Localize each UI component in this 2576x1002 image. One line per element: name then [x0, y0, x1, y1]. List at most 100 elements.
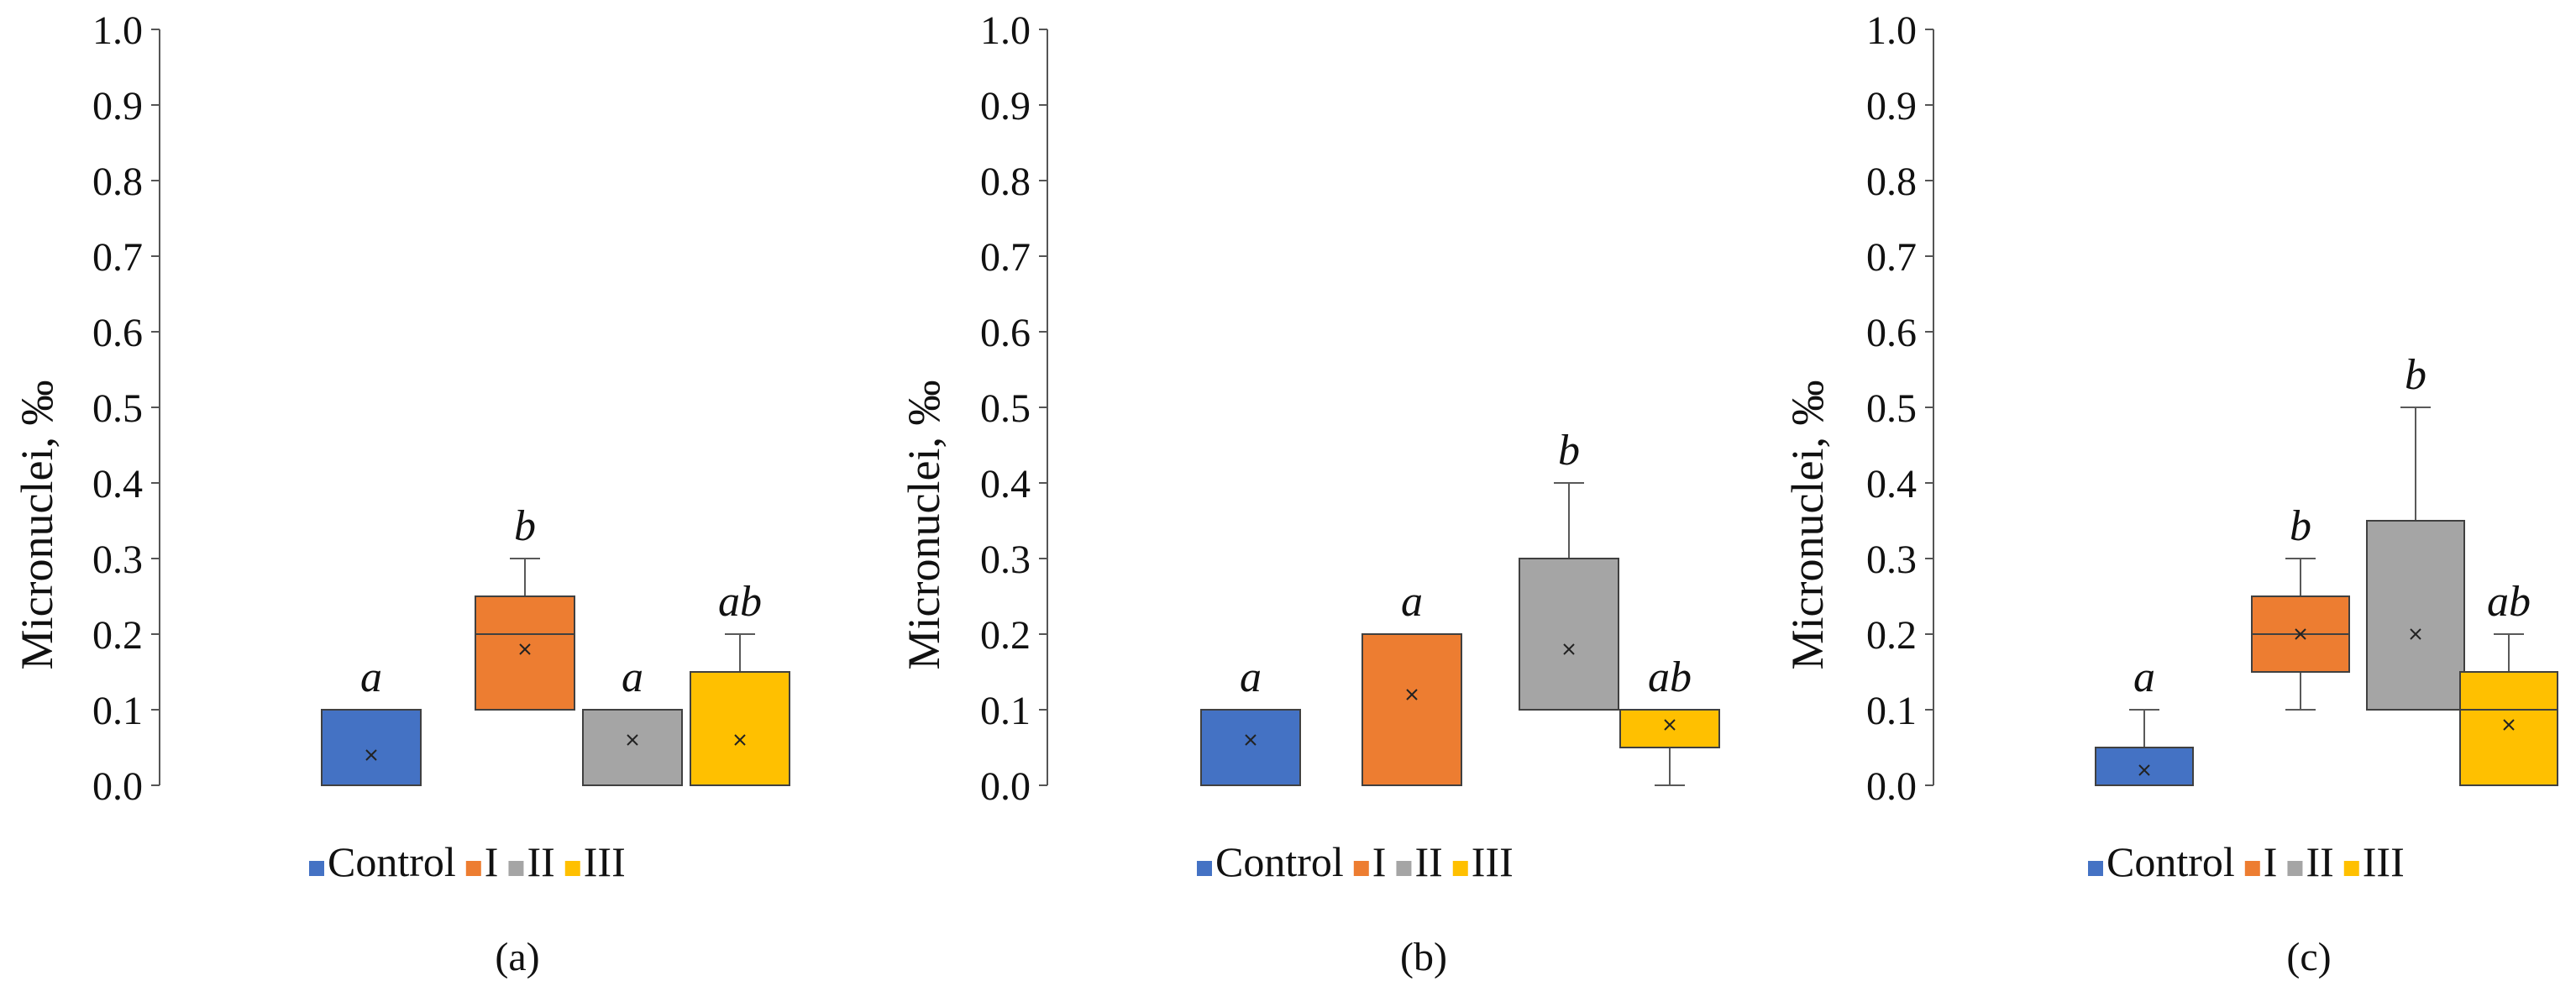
y-tick-label: 0.1: [92, 689, 143, 733]
significance-letter: b: [2290, 502, 2311, 550]
iqr-box: [321, 709, 422, 786]
significance-letter: b: [2405, 351, 2426, 399]
y-tick-label: 1.0: [1866, 8, 1917, 53]
chart-panel-2: 0.0 0.1 0.2 0.3 0.4 0.5 0.6 0.7 0.8 0.9 1.0 Micronu…: [899, 8, 1720, 979]
mean-marker: [2295, 628, 2306, 640]
box-control: a: [1200, 653, 1301, 786]
y-tick-label: 0.9: [980, 84, 1031, 129]
legend-label: Control: [328, 838, 456, 885]
chart-panel-3: 0.0 0.1 0.2 0.3 0.4 0.5 0.6 0.7 0.8 0.9 1.0 Micronu…: [1782, 8, 2558, 979]
box-ii: b: [1519, 427, 1619, 711]
legend: Control I II III: [309, 838, 626, 885]
mean-marker: [1563, 643, 1575, 655]
box-iii: ab: [1619, 653, 1720, 786]
box-control: a: [321, 653, 422, 786]
y-tick-label: 0.8: [1866, 160, 1917, 204]
panel-label: (a): [495, 935, 539, 979]
y-axis-title: Micronuclei, ‰: [899, 380, 949, 670]
y-tick-label: 0.6: [980, 311, 1031, 355]
legend-swatch: [465, 861, 481, 876]
significance-letter: a: [1401, 578, 1423, 626]
y-tick-label: 0.8: [980, 160, 1031, 204]
box-iii: ab: [690, 578, 790, 786]
y-tick-label: 1.0: [92, 8, 143, 53]
y-tick-label: 0.1: [980, 689, 1031, 733]
legend-label: III: [2363, 838, 2405, 885]
iqr-box: [690, 671, 790, 786]
mean-marker: [627, 734, 638, 746]
significance-letter: b: [514, 502, 536, 550]
legend-label: II: [2306, 838, 2333, 885]
y-tick-label: 0.4: [980, 462, 1031, 506]
significance-letter: b: [1558, 427, 1580, 475]
iqr-box: [2366, 520, 2465, 711]
y-tick-label: 0.4: [92, 462, 143, 506]
legend-label: II: [527, 838, 554, 885]
y-tick-label: 0.2: [980, 613, 1031, 658]
legend-swatch: [2343, 861, 2359, 876]
mean-marker: [365, 749, 377, 761]
box-i: a: [1361, 578, 1462, 786]
iqr-box: [1519, 558, 1619, 711]
box-iii: ab: [2459, 578, 2558, 786]
legend-swatch: [2244, 861, 2260, 876]
y-tick-label: 0.1: [1866, 689, 1917, 733]
mean-marker: [1406, 689, 1418, 700]
significance-letter: ab: [718, 578, 762, 626]
y-tick-label: 0.5: [92, 386, 143, 431]
y-tick-label: 0.4: [1866, 462, 1917, 506]
y-tick-label: 0.0: [1866, 764, 1917, 809]
legend: Control I II III: [2088, 838, 2405, 885]
legend-swatch: [1197, 861, 1212, 876]
y-tick-label: 0.3: [92, 538, 143, 582]
mean-marker: [734, 734, 746, 746]
y-tick-label: 0.3: [980, 538, 1031, 582]
legend: Control I II III: [1197, 838, 1514, 885]
significance-letter: ab: [1648, 653, 1692, 701]
y-tick-label: 0.9: [1866, 84, 1917, 129]
iqr-box: [1619, 709, 1720, 748]
legend-label: III: [584, 838, 626, 885]
y-tick-label: 0.5: [980, 386, 1031, 431]
y-tick-label: 0.0: [92, 764, 143, 809]
iqr-box: [1200, 709, 1301, 786]
y-tick-label: 0.0: [980, 764, 1031, 809]
legend-label: III: [1472, 838, 1514, 885]
legend-label: I: [485, 838, 499, 885]
y-tick-label: 0.3: [1866, 538, 1917, 582]
significance-letter: a: [1240, 653, 1262, 701]
legend-label: I: [2264, 838, 2278, 885]
legend-swatch: [564, 861, 580, 876]
legend-swatch: [309, 861, 324, 876]
legend-swatch: [508, 861, 524, 876]
box-ii: a: [582, 653, 683, 786]
iqr-box: [2095, 747, 2194, 786]
legend-label: Control: [2106, 838, 2235, 885]
chart-panel-1: 0.0 0.1 0.2 0.3 0.4 0.5 0.6 0.7 0.8 0.9 1.0 Micronu…: [12, 8, 790, 979]
box-i: b: [2251, 502, 2350, 711]
mean-marker: [519, 643, 531, 655]
y-axis-title: Micronuclei, ‰: [1782, 380, 1833, 670]
iqr-box: [2459, 671, 2558, 786]
mean-marker: [1245, 734, 1257, 746]
y-tick-label: 0.6: [92, 311, 143, 355]
legend-swatch: [2287, 861, 2303, 876]
significance-letter: a: [622, 653, 643, 701]
legend-label: II: [1414, 838, 1442, 885]
panel-label: (b): [1400, 935, 1447, 979]
box-control: a: [2095, 653, 2194, 786]
panel-label: (c): [2286, 935, 2331, 979]
mean-marker: [2410, 628, 2421, 640]
legend-swatch: [1353, 861, 1369, 876]
box-ii: b: [2366, 351, 2465, 711]
y-tick-label: 0.7: [1866, 235, 1917, 280]
y-axis-title: Micronuclei, ‰: [12, 380, 62, 670]
significance-letter: a: [2133, 653, 2155, 701]
y-tick-label: 0.6: [1866, 311, 1917, 355]
significance-letter: ab: [2487, 578, 2531, 626]
legend-label: I: [1372, 838, 1387, 885]
mean-marker: [2503, 719, 2515, 731]
legend-label: Control: [1215, 838, 1344, 885]
y-tick-label: 0.7: [980, 235, 1031, 280]
